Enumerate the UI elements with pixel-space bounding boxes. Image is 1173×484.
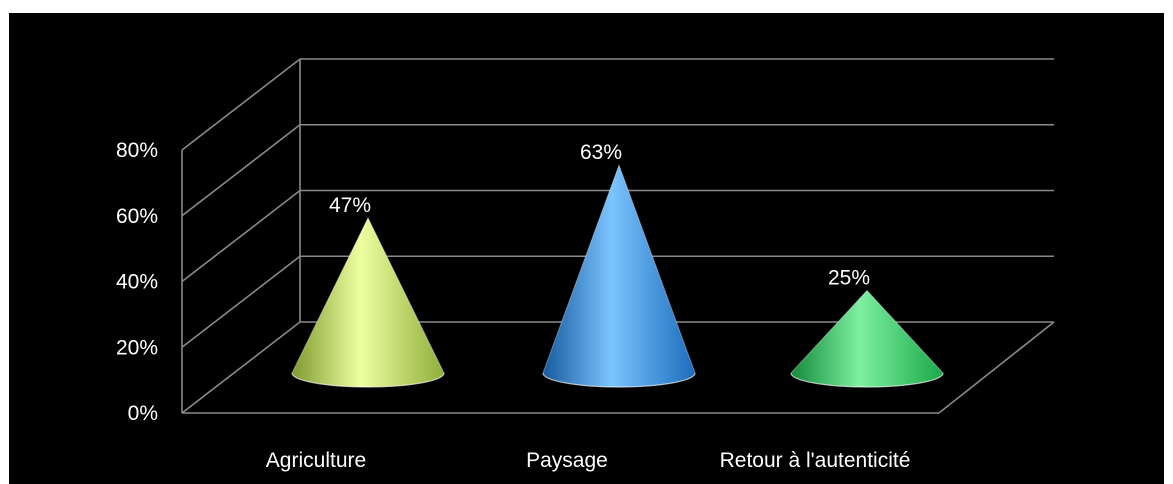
data-label: 25% xyxy=(828,267,870,290)
cone-chart: 0% 20% 40% 60% 80% 47% 63% 25% Agriculture Pays… xyxy=(9,13,1164,484)
data-label: 63% xyxy=(580,141,622,164)
x-category-label: Agriculture xyxy=(266,449,366,472)
y-tick-label: 0% xyxy=(128,402,158,425)
x-category-label: Retour à l'autenticité xyxy=(720,449,911,472)
gridline-80pct xyxy=(182,59,1054,150)
cone-paysage xyxy=(543,165,695,387)
chart-area: 0% 20% 40% 60% 80% 47% 63% 25% Agriculture Pays… xyxy=(9,13,1164,484)
y-tick-label: 20% xyxy=(116,336,158,359)
y-axis-ticks: 0% 20% 40% 60% 80% xyxy=(116,139,158,425)
cone-retour-l-autenticit- xyxy=(791,291,943,388)
x-category-label: Paysage xyxy=(526,449,608,472)
y-tick-label: 60% xyxy=(116,205,158,228)
y-tick-label: 40% xyxy=(116,271,158,294)
cone-agriculture xyxy=(292,218,444,387)
x-axis-categories: Agriculture Paysage Retour à l'autenticité xyxy=(266,449,911,472)
y-tick-label: 80% xyxy=(116,139,158,162)
data-label: 47% xyxy=(329,194,371,217)
